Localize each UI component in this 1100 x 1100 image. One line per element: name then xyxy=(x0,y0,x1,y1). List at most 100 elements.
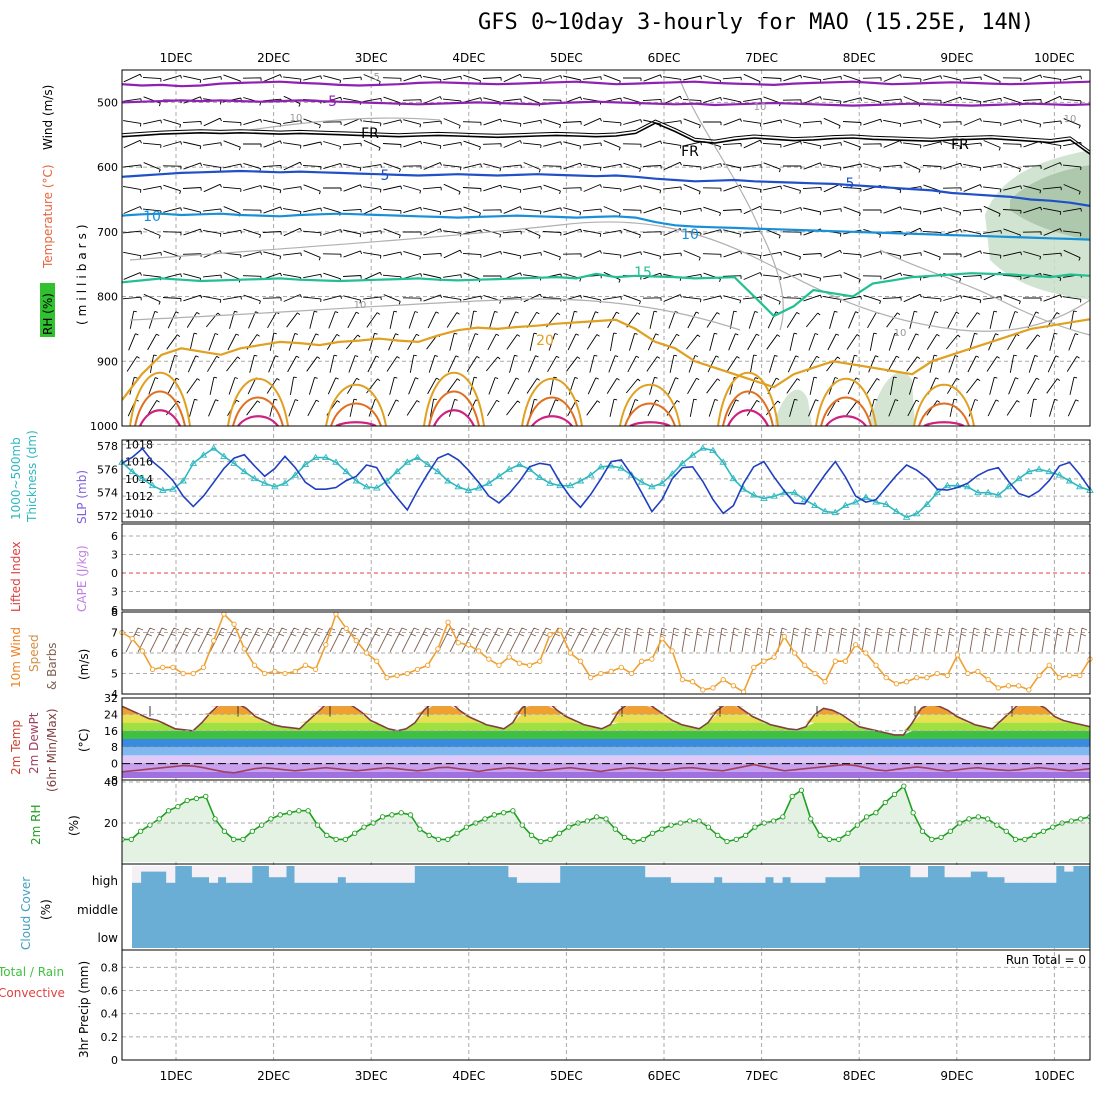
rh-line-point xyxy=(1012,836,1019,843)
thickness-line-point xyxy=(821,507,829,514)
dewpt-line xyxy=(122,763,1090,774)
rh-line-point xyxy=(975,814,981,820)
frame-pr xyxy=(121,949,1091,1061)
cloud-high-clear xyxy=(149,866,159,872)
thickness-line-point xyxy=(1045,467,1054,475)
thickness-line-point xyxy=(637,478,646,485)
wind10m-speed-line-point xyxy=(852,642,859,648)
xtick-bottom-2DEC: 2DEC xyxy=(257,1069,290,1083)
cloud-high-clear xyxy=(388,866,398,883)
rh-line-point xyxy=(361,824,367,830)
thickness-line-point xyxy=(413,453,422,461)
cloud-high-clear xyxy=(688,866,698,883)
thickness-line-point xyxy=(586,471,595,478)
panel-borders xyxy=(121,69,1091,1061)
thickness-line-point xyxy=(617,464,626,471)
thickness-line-point xyxy=(148,481,157,489)
thickness-line-point xyxy=(250,474,259,482)
thickness-line-point xyxy=(963,482,972,490)
ylabel-slp: SLP (mb) xyxy=(75,470,89,524)
temp-band-0 xyxy=(122,771,1090,778)
wind10m-speed-line-point xyxy=(791,650,798,656)
xtick-top-6DEC: 6DEC xyxy=(648,51,681,65)
cloud-high-clear xyxy=(191,866,201,878)
thickness-line-point xyxy=(933,488,941,496)
ylabel-2m-dewpt: 2m DewPt xyxy=(27,712,41,774)
frame-li xyxy=(121,523,1091,611)
ylabel-rh2m: 2m RH (%) xyxy=(29,805,81,846)
ylabel-2m-temp: 2m Temp xyxy=(9,720,23,775)
rh-line-point xyxy=(1003,828,1009,834)
ylabel-thickness: 1000~500mb Thickness (dm) SLP (mb) xyxy=(9,430,89,524)
ylabel-convective: Convective xyxy=(0,986,65,1000)
cloud-high-clear xyxy=(405,866,415,883)
rh-line-point xyxy=(528,832,535,838)
wind10m-speed-line-point xyxy=(934,670,940,677)
wind10m-speed-line-point xyxy=(333,611,339,617)
xtick-bottom-3DEC: 3DEC xyxy=(355,1069,388,1083)
wind10m-speed-line-point xyxy=(924,674,930,681)
contour-20 xyxy=(122,318,1090,401)
warm-contour-8-0 xyxy=(913,383,975,426)
wind10m-speed-line-point xyxy=(730,683,737,689)
ua-barb-field xyxy=(122,73,1082,417)
rh-line-point xyxy=(817,832,823,838)
wind10m-speed-line-point xyxy=(557,627,563,634)
rh-line-point xyxy=(193,795,200,802)
rh-line-point xyxy=(845,830,851,836)
cloud-high-clear xyxy=(209,866,219,883)
rh-line-point xyxy=(1022,836,1028,843)
wind10m-speed-line-point xyxy=(343,625,349,632)
warm-contour-4-2 xyxy=(531,415,573,426)
wind10m-speed-line-point xyxy=(822,679,828,685)
ytick: 20 xyxy=(104,817,118,830)
ylabel-cloud-cover: Cloud Cover xyxy=(19,877,33,950)
slp-ytick: 1014 xyxy=(125,473,153,486)
thickness-line-point xyxy=(393,467,401,475)
rh-line-point xyxy=(1078,816,1084,822)
lifted-ytick: 6 xyxy=(111,530,118,543)
rh-line-point xyxy=(1040,828,1047,834)
frame-w10 xyxy=(121,611,1091,695)
frame-th xyxy=(121,439,1091,523)
warm-contour-3-2 xyxy=(433,409,475,426)
rh-line-point xyxy=(621,834,628,841)
cloud-high-clear xyxy=(140,866,150,872)
rh-line-point xyxy=(808,816,814,822)
warm-contour-8-1 xyxy=(918,402,970,426)
warm-contour-5-2 xyxy=(629,421,671,426)
rh-line-point xyxy=(212,816,218,822)
cloud-ytick-low: low xyxy=(98,931,119,945)
ylabel-barbs: & Barbs xyxy=(45,642,59,690)
rh-line-point xyxy=(417,826,423,832)
cloud-high-clear xyxy=(978,866,988,872)
wind10m-speed-line-point xyxy=(486,656,492,662)
wind10m-speed-line-point xyxy=(241,646,247,652)
ytick: 8 xyxy=(111,606,118,619)
slp-ytick: 1012 xyxy=(125,490,153,503)
lifted-ytick: 3 xyxy=(111,549,118,562)
rh-line-point xyxy=(389,812,395,818)
warm-contour-2-1 xyxy=(330,402,382,426)
thickness-line-point xyxy=(719,458,727,465)
thickness-line-point xyxy=(464,486,473,493)
rh-line-point xyxy=(696,818,702,824)
rh-line-point xyxy=(296,808,302,814)
ylabel-wind10m: 10m Wind Speed & Barbs (m/s) xyxy=(9,627,91,690)
thickness-line-point xyxy=(902,513,911,520)
wind10m-speed-line-point xyxy=(404,670,410,677)
rh-line-point xyxy=(249,828,255,834)
rh-line-point xyxy=(352,830,358,836)
warm-contour-0-1 xyxy=(134,390,186,426)
cloud-high-clear xyxy=(397,866,407,883)
cloud-high-clear xyxy=(508,866,518,878)
warm-contour-1-1 xyxy=(232,396,284,426)
rh-line-point xyxy=(631,838,637,845)
wind10m-speed-line-point xyxy=(639,658,645,664)
contour-label: FR xyxy=(951,137,969,153)
xtick-bottom-8DEC: 8DEC xyxy=(843,1069,876,1083)
rh-line-point xyxy=(854,822,860,828)
temperature-area xyxy=(122,706,1090,778)
rh-line-point xyxy=(1050,824,1056,830)
thickness-line-point xyxy=(882,500,891,507)
